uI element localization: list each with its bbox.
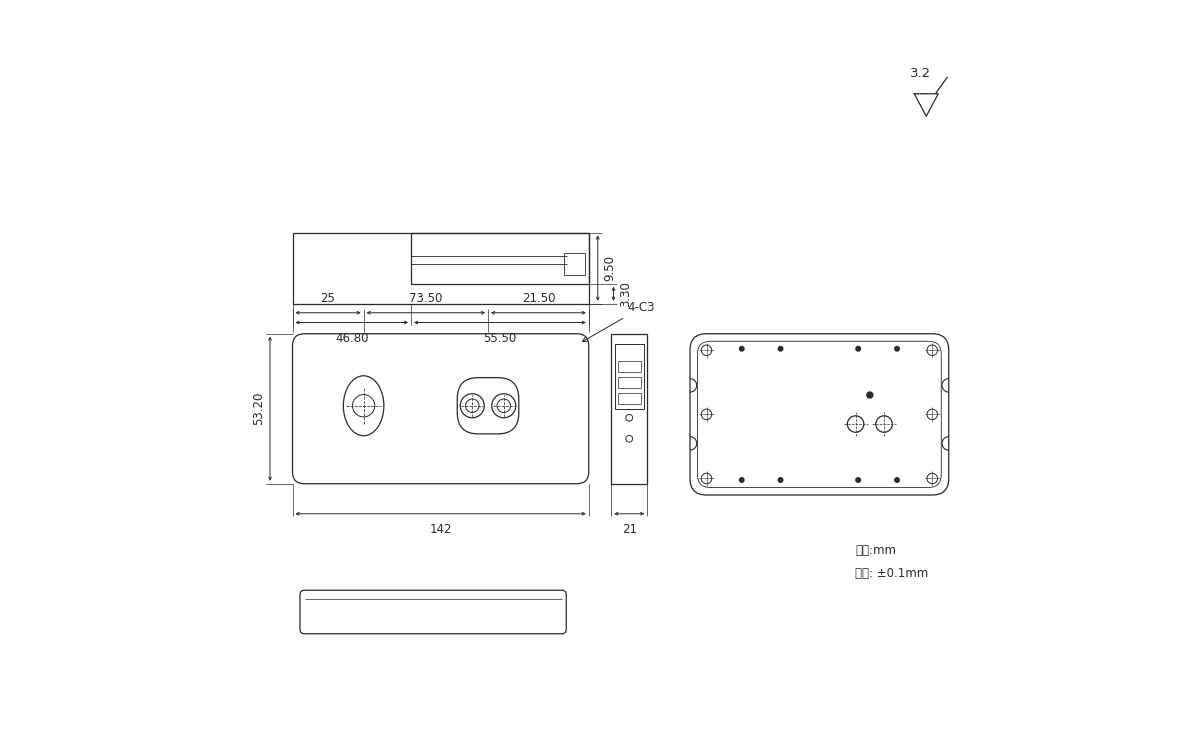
Bar (293, 232, 589, 304)
Text: 55.50: 55.50 (484, 332, 516, 345)
Text: 142: 142 (430, 523, 452, 536)
Circle shape (856, 346, 860, 351)
Circle shape (739, 346, 744, 351)
Bar (564, 253, 586, 274)
Text: 46.80: 46.80 (335, 332, 368, 345)
Text: 3.30: 3.30 (619, 280, 631, 307)
Circle shape (779, 478, 782, 482)
Text: 9.50: 9.50 (604, 255, 616, 281)
Text: 单位:mm
精度: ±0.1mm: 单位:mm 精度: ±0.1mm (854, 544, 929, 580)
Bar (410, 232, 589, 284)
Circle shape (895, 346, 899, 351)
Text: 21: 21 (622, 523, 637, 536)
Text: 4-C3: 4-C3 (582, 302, 655, 341)
Circle shape (895, 478, 899, 482)
Bar (611, 334, 647, 484)
Circle shape (856, 478, 860, 482)
Bar (616, 344, 643, 409)
Text: 21.50: 21.50 (522, 292, 556, 305)
Text: 3.2: 3.2 (910, 68, 931, 80)
Text: 53.20: 53.20 (252, 392, 265, 425)
Bar (618, 362, 641, 372)
Bar (618, 394, 641, 404)
Text: 73.50: 73.50 (409, 292, 443, 305)
Circle shape (866, 392, 872, 398)
Circle shape (779, 346, 782, 351)
Text: 25: 25 (320, 292, 336, 305)
Circle shape (739, 478, 744, 482)
Bar (618, 377, 641, 388)
